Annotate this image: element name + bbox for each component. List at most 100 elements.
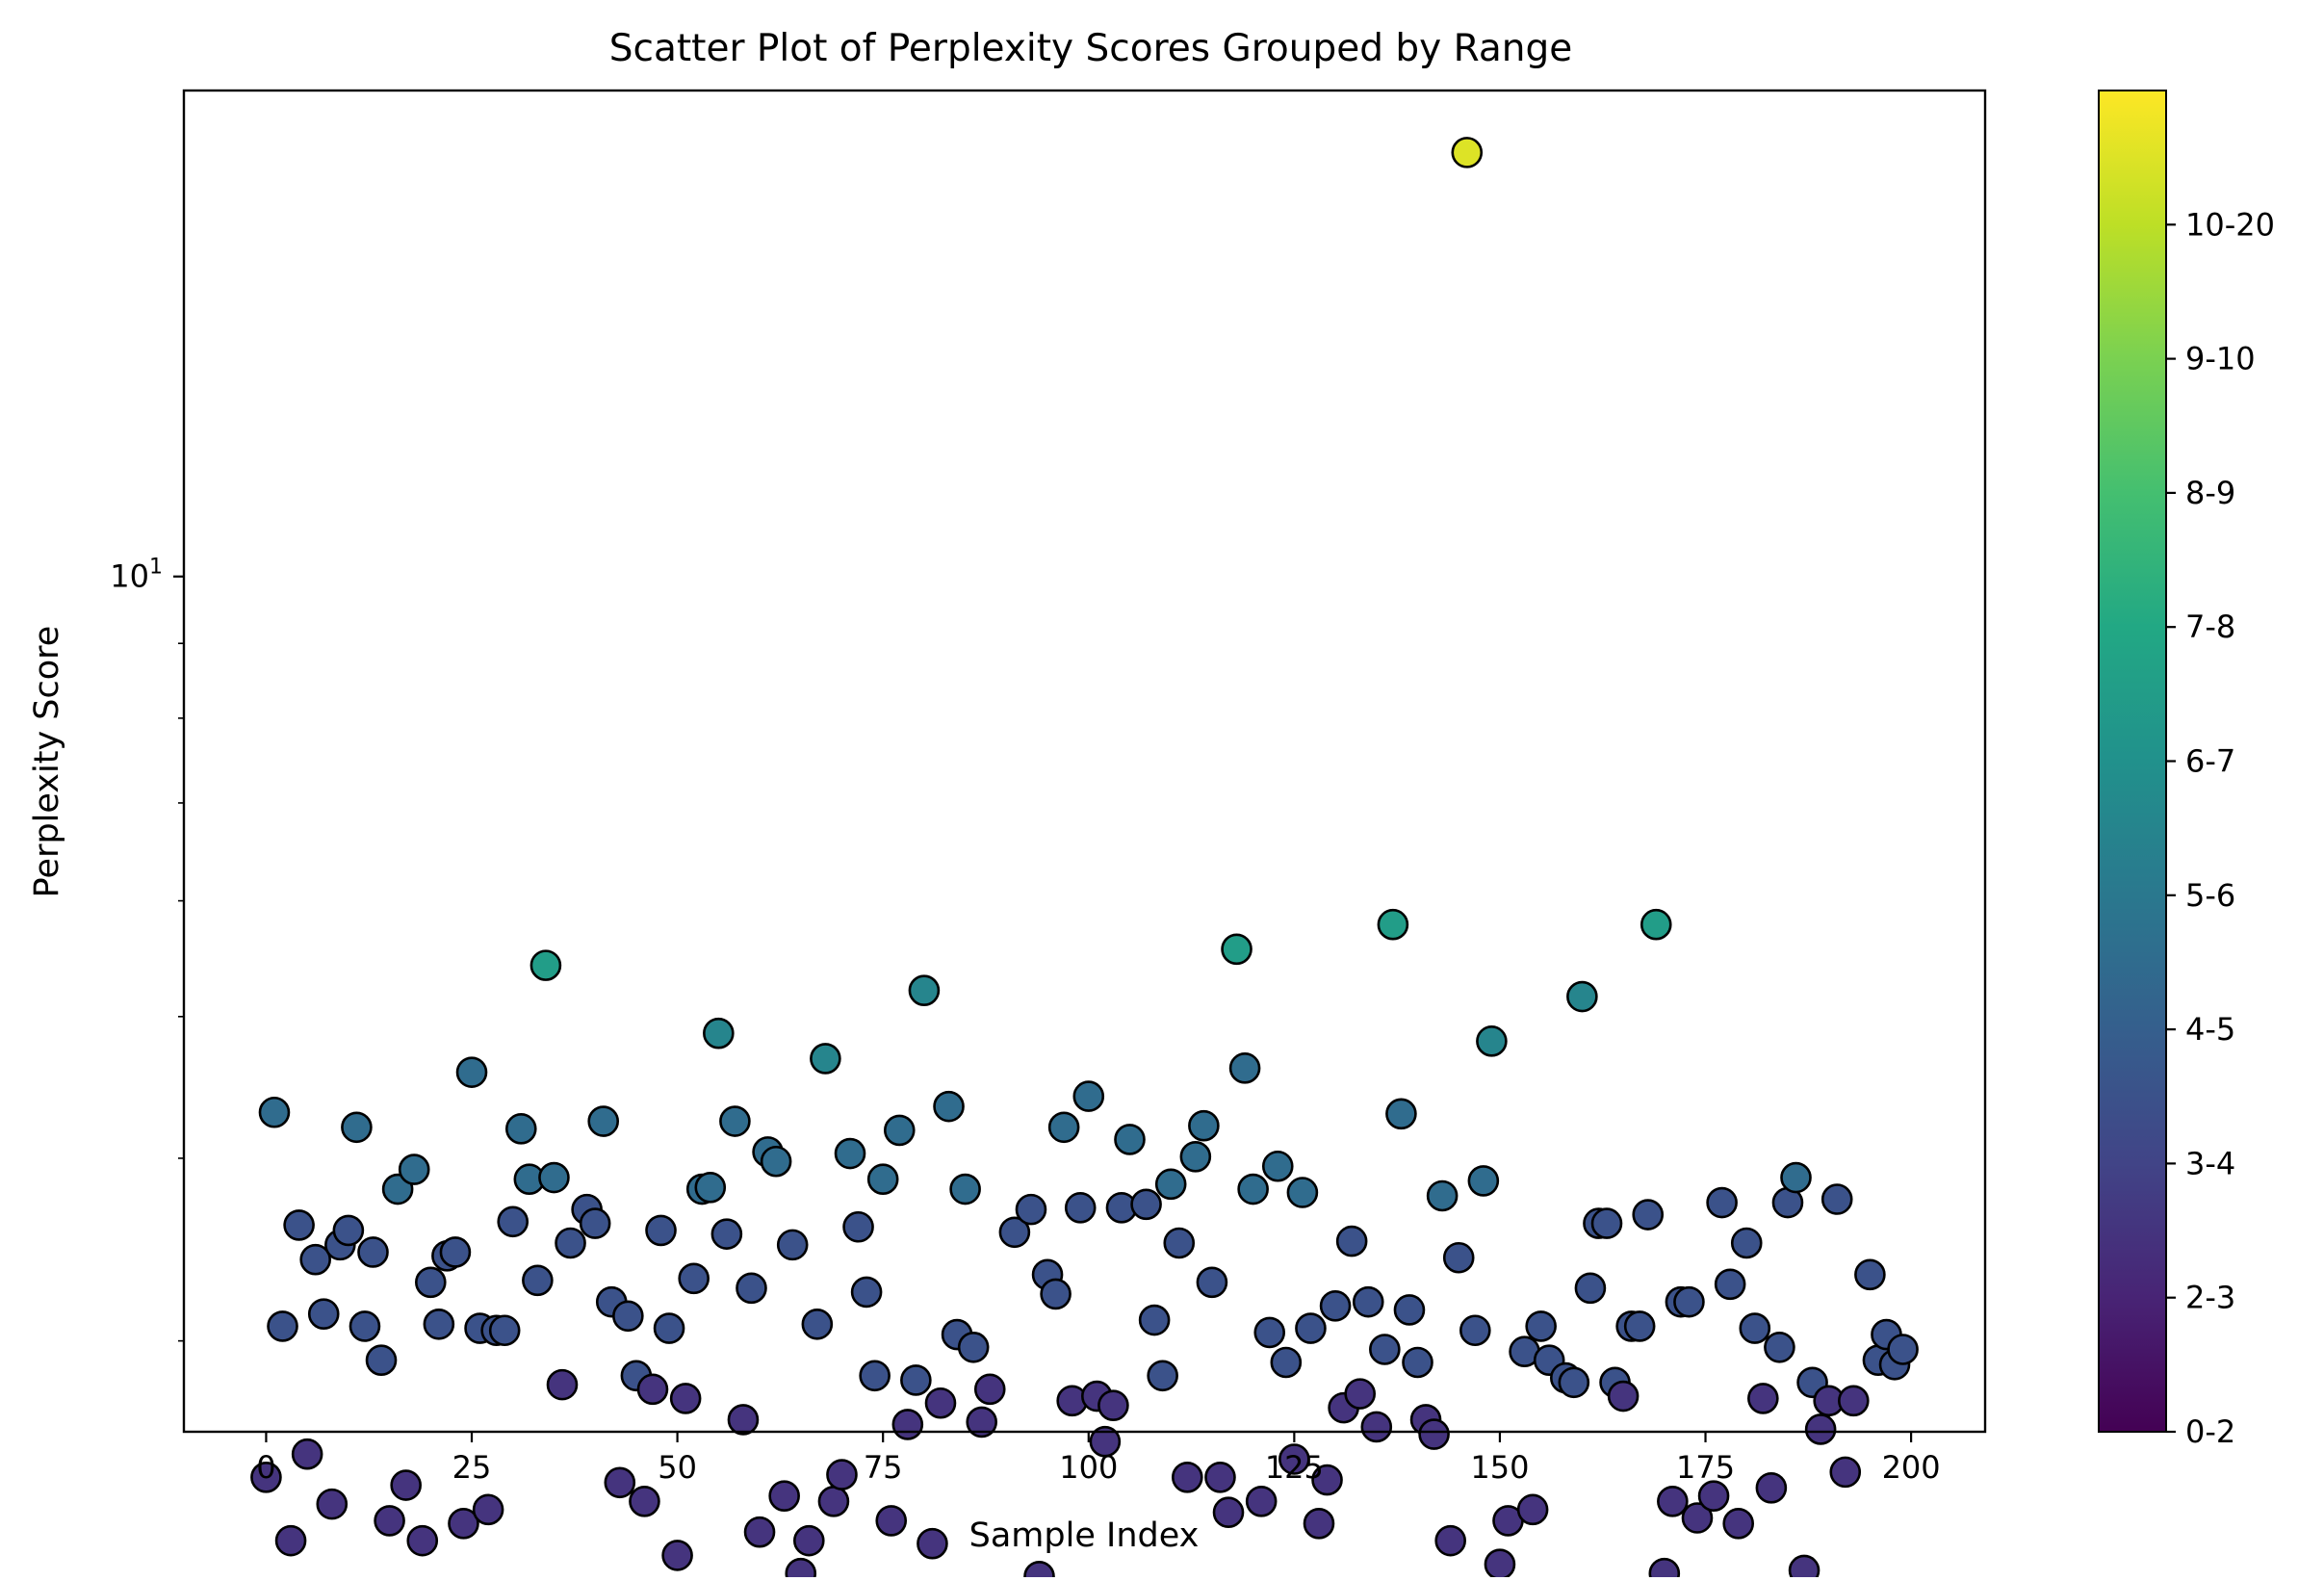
- colorbar-tick-label: 7-8: [2185, 609, 2235, 645]
- scatter-point: [374, 1505, 405, 1537]
- scatter-point: [522, 1264, 554, 1297]
- x-axis: 0 25 50 75 100 125 150 175 200: [256, 1432, 1941, 1486]
- scatter-point: [439, 1236, 472, 1268]
- scatter-point: [1228, 1052, 1261, 1084]
- scatter-point: [1278, 1443, 1310, 1475]
- x-tick-label: 125: [1265, 1449, 1324, 1486]
- scatter-point: [949, 1173, 981, 1205]
- scatter-point: [1476, 1025, 1508, 1057]
- colorbar-tick-label: 9-10: [2185, 341, 2256, 377]
- scatter-point: [299, 1243, 331, 1276]
- y-axis-label: Perplexity Score: [28, 626, 66, 898]
- scatter-point: [973, 1373, 1006, 1406]
- scatter-point: [891, 1409, 924, 1440]
- scatter-point: [316, 1488, 349, 1520]
- scatter-point: [1730, 1227, 1763, 1259]
- scatter-point: [1525, 1310, 1557, 1342]
- scatter-point: [1295, 1312, 1327, 1344]
- scatter-point: [1788, 1554, 1820, 1581]
- plot-frame: [182, 89, 1987, 1434]
- scatter-point: [1245, 1485, 1278, 1517]
- scatter-point: [776, 1229, 809, 1261]
- colorbar-tick-label: 0-2: [2185, 1413, 2235, 1450]
- scatter-point: [998, 1216, 1031, 1249]
- scatter-point: [1623, 1310, 1656, 1342]
- chart-title: Scatter Plot of Perplexity Scores Groupe…: [609, 27, 1572, 70]
- scatter-point: [1764, 1331, 1795, 1363]
- scatter-point: [497, 1205, 529, 1238]
- scatter-point: [1286, 1177, 1319, 1208]
- scatter-point: [817, 1485, 850, 1517]
- scatter-point: [274, 1524, 307, 1557]
- scatter-point: [1706, 1186, 1738, 1219]
- scatter-point: [1459, 1314, 1491, 1347]
- scatter-point: [1755, 1471, 1788, 1504]
- scatter-point: [1369, 1334, 1401, 1365]
- scatter-point: [612, 1300, 644, 1333]
- scatter-point: [785, 1557, 817, 1581]
- scatter-point: [1739, 1312, 1771, 1344]
- scatter-point: [1648, 1557, 1681, 1581]
- scatter-point: [1237, 1173, 1269, 1205]
- scatter-point: [529, 949, 562, 981]
- scatter-point: [1154, 1168, 1187, 1201]
- scatter-point: [1047, 1111, 1080, 1144]
- scatter-point: [1426, 1179, 1459, 1212]
- colorbar-tick-label: 5-6: [2185, 877, 2235, 914]
- scatter-point: [924, 1387, 957, 1419]
- scatter-point: [1130, 1188, 1162, 1221]
- scatter-point: [1829, 1456, 1862, 1489]
- scatter-point: [834, 1137, 866, 1170]
- scatter-point: [957, 1331, 990, 1363]
- scatter-point: [1114, 1124, 1146, 1155]
- scatter-point: [694, 1172, 727, 1204]
- scatter-point: [1138, 1304, 1171, 1336]
- scatter-point: [850, 1276, 883, 1309]
- scatter-point: [448, 1508, 479, 1540]
- colorbar: [2098, 90, 2167, 1433]
- scatter-point: [1253, 1316, 1286, 1349]
- scatter-point: [810, 1043, 841, 1075]
- scatter-point: [900, 1364, 932, 1396]
- scatter-point: [579, 1207, 611, 1239]
- scatter-point: [1566, 980, 1598, 1013]
- scatter-point: [1516, 1493, 1549, 1526]
- scatter-point: [1023, 1561, 1055, 1581]
- scatter-point: [472, 1493, 504, 1526]
- scatter-point: [258, 1096, 291, 1128]
- colorbar-tick-label: 4-5: [2185, 1011, 2235, 1048]
- colorbar-ticks: 0-2 2-3 3-4 4-5 5-6 6-7 7-8 8-9 9-10 10-20: [2166, 206, 2275, 1450]
- x-tick-label: 150: [1470, 1449, 1529, 1486]
- scatter-point: [1196, 1266, 1228, 1299]
- scatter-point: [283, 1209, 315, 1241]
- scatter-point: [727, 1404, 760, 1436]
- scatter-point: [1467, 1165, 1500, 1197]
- scatter-point: [661, 1540, 693, 1571]
- scatter-point: [1854, 1258, 1886, 1291]
- scatter-point: [1270, 1346, 1303, 1379]
- x-tick-label: 200: [1882, 1449, 1941, 1486]
- scatter-point: [341, 1111, 373, 1144]
- x-tick-label: 75: [864, 1449, 903, 1486]
- x-tick-label: 100: [1059, 1449, 1118, 1486]
- scatter-point: [669, 1383, 702, 1414]
- scatter-point: [736, 1272, 767, 1305]
- scatter-point: [1804, 1413, 1837, 1445]
- scatter-point: [719, 1105, 751, 1137]
- scatter-point: [875, 1505, 908, 1537]
- scatter-point: [1344, 1378, 1377, 1410]
- colorbar-tick-label: 3-4: [2185, 1145, 2235, 1181]
- scatter-point: [1697, 1480, 1730, 1512]
- scatter-point: [1484, 1548, 1516, 1580]
- scatter-point: [1590, 1207, 1623, 1239]
- colorbar-tick-label: 2-3: [2185, 1280, 2235, 1316]
- scatter-point: [1335, 1225, 1368, 1257]
- scatter-point: [1261, 1150, 1294, 1182]
- scatter-point: [1418, 1418, 1450, 1450]
- scatter-point: [966, 1406, 998, 1438]
- scatter-point: [415, 1266, 447, 1299]
- y-axis: 101: [110, 556, 184, 1342]
- scatter-point: [332, 1214, 365, 1247]
- scatter-point: [1311, 1464, 1343, 1496]
- scatter-point: [1303, 1508, 1335, 1540]
